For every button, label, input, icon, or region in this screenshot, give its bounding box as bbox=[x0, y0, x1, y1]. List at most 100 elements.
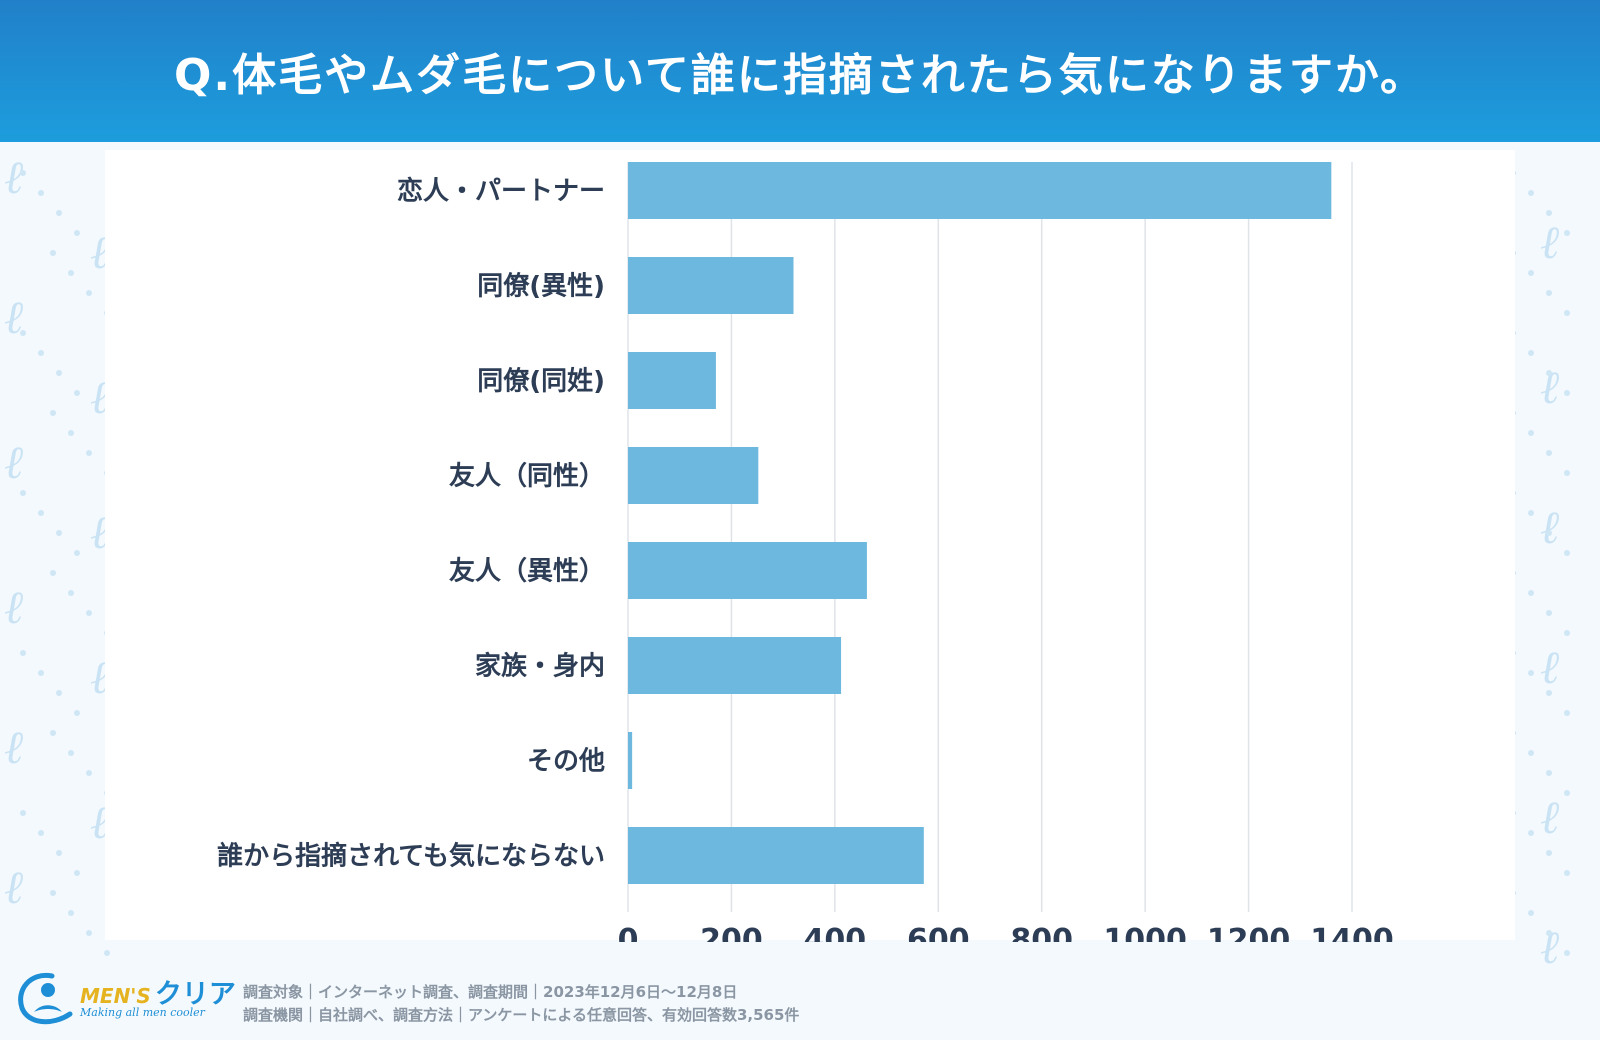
decorative-dot bbox=[1564, 310, 1570, 316]
decorative-dot bbox=[1528, 190, 1534, 196]
decorative-dot bbox=[1528, 270, 1534, 276]
decorative-dot bbox=[20, 170, 26, 176]
decorative-dot bbox=[68, 590, 74, 596]
x-tick-label: 400 bbox=[804, 923, 867, 942]
decorative-dot bbox=[86, 450, 92, 456]
decorative-dot bbox=[68, 430, 74, 436]
bar-5 bbox=[628, 637, 842, 694]
category-label: 同僚(異性) bbox=[477, 272, 605, 302]
decorative-dot bbox=[38, 190, 44, 196]
decorative-dot bbox=[38, 510, 44, 516]
brand-logo-icon bbox=[18, 972, 73, 1025]
bar-6 bbox=[628, 732, 633, 789]
decorative-dot bbox=[1546, 850, 1552, 856]
decorative-dot bbox=[1546, 290, 1552, 296]
decorative-dot bbox=[50, 410, 56, 416]
decorative-dot bbox=[1564, 870, 1570, 876]
decorative-swirl: ℓ bbox=[1540, 640, 1560, 694]
decorative-dot bbox=[56, 370, 62, 376]
category-label: 家族・身内 bbox=[475, 651, 605, 682]
decorative-dot bbox=[38, 670, 44, 676]
decorative-dot bbox=[1528, 910, 1534, 916]
decorative-dot bbox=[1546, 610, 1552, 616]
x-tick-label: 600 bbox=[907, 923, 970, 942]
decorative-dot bbox=[68, 270, 74, 276]
decorative-swirl: ℓ bbox=[4, 860, 24, 914]
category-label: 友人（異性） bbox=[449, 557, 605, 587]
decorative-dot bbox=[1564, 470, 1570, 476]
decorative-dot bbox=[1564, 950, 1570, 956]
decorative-dot bbox=[1528, 350, 1534, 356]
decorative-dot bbox=[20, 650, 26, 656]
decorative-dot bbox=[1528, 830, 1534, 836]
decorative-dot bbox=[1528, 590, 1534, 596]
decorative-dot bbox=[56, 690, 62, 696]
decorative-dot bbox=[74, 390, 80, 396]
decorative-swirl: ℓ bbox=[1540, 790, 1560, 844]
x-tick-label: 200 bbox=[700, 923, 763, 942]
decorative-dot bbox=[1564, 230, 1570, 236]
decorative-swirl: ℓ bbox=[4, 290, 24, 344]
category-label: 友人（同性） bbox=[449, 462, 605, 492]
decorative-swirl: ℓ bbox=[4, 580, 24, 634]
decorative-dot bbox=[68, 910, 74, 916]
decorative-dot bbox=[1546, 370, 1552, 376]
decorative-dot bbox=[50, 570, 56, 576]
decorative-dot bbox=[104, 950, 110, 956]
decorative-dot bbox=[38, 350, 44, 356]
decorative-dot bbox=[74, 710, 80, 716]
decorative-dot bbox=[1546, 530, 1552, 536]
decorative-swirl: ℓ bbox=[4, 435, 24, 489]
footer bbox=[0, 955, 1600, 1040]
decorative-swirl: ℓ bbox=[1540, 920, 1560, 974]
brand-name: MEN'S クリア bbox=[80, 972, 236, 1011]
decorative-dot bbox=[1528, 430, 1534, 436]
category-label: 同僚(同姓) bbox=[477, 367, 605, 397]
decorative-dot bbox=[20, 490, 26, 496]
decorative-swirl: ℓ bbox=[90, 225, 110, 279]
decorative-dot bbox=[1528, 750, 1534, 756]
question-title: Q.体毛やムダ毛について誰に指摘されたら気になりますか。 bbox=[174, 50, 1426, 101]
decorative-dot bbox=[20, 330, 26, 336]
category-label: 恋人・パートナー bbox=[397, 176, 605, 207]
decorative-dot bbox=[1546, 450, 1552, 456]
decorative-dot bbox=[86, 770, 92, 776]
decorative-dot bbox=[56, 210, 62, 216]
category-label: 誰から指摘されても気にならない bbox=[217, 841, 605, 872]
decorative-swirl: ℓ bbox=[1540, 360, 1560, 414]
x-tick-label: 1200 bbox=[1207, 923, 1291, 942]
decorative-swirl: ℓ bbox=[4, 720, 24, 774]
survey-note-target: 調査対象｜インターネット調査、調査期間｜2023年12月6日〜12月8日 bbox=[243, 983, 738, 1001]
decorative-dot bbox=[50, 250, 56, 256]
decorative-dot bbox=[56, 850, 62, 856]
survey-note-method: 調査機関｜自社調べ、調査方法｜アンケートによる任意回答、有効回答数3,565件 bbox=[243, 1006, 800, 1024]
decorative-swirl: ℓ bbox=[1540, 500, 1560, 554]
decorative-swirl: ℓ bbox=[90, 795, 110, 849]
decorative-swirl: ℓ bbox=[4, 150, 24, 204]
brand-tagline: Making all men cooler bbox=[80, 1006, 205, 1019]
decorative-dot bbox=[1564, 790, 1570, 796]
bar-3 bbox=[628, 447, 759, 504]
category-label: その他 bbox=[527, 747, 605, 777]
decorative-dot bbox=[74, 870, 80, 876]
brand-name-en: MEN'S bbox=[80, 984, 151, 1008]
decorative-dot bbox=[74, 550, 80, 556]
decorative-dot bbox=[56, 530, 62, 536]
decorative-dot bbox=[50, 890, 56, 896]
decorative-dot bbox=[1528, 510, 1534, 516]
decorative-dot bbox=[50, 730, 56, 736]
decorative-dot bbox=[1528, 670, 1534, 676]
decorative-dot bbox=[86, 930, 92, 936]
x-tick-label: 0 bbox=[618, 923, 639, 942]
bar-0 bbox=[628, 162, 1332, 219]
decorative-swirl: ℓ bbox=[1540, 215, 1560, 269]
bar-7 bbox=[628, 827, 924, 884]
decorative-dot bbox=[1564, 630, 1570, 636]
decorative-dot bbox=[86, 610, 92, 616]
decorative-dot bbox=[38, 830, 44, 836]
x-tick-label: 1000 bbox=[1103, 923, 1187, 942]
x-tick-label: 800 bbox=[1010, 923, 1073, 942]
decorative-dot bbox=[1546, 770, 1552, 776]
header-banner: Q.体毛やムダ毛について誰に指摘されたら気になりますか。 bbox=[0, 0, 1600, 142]
